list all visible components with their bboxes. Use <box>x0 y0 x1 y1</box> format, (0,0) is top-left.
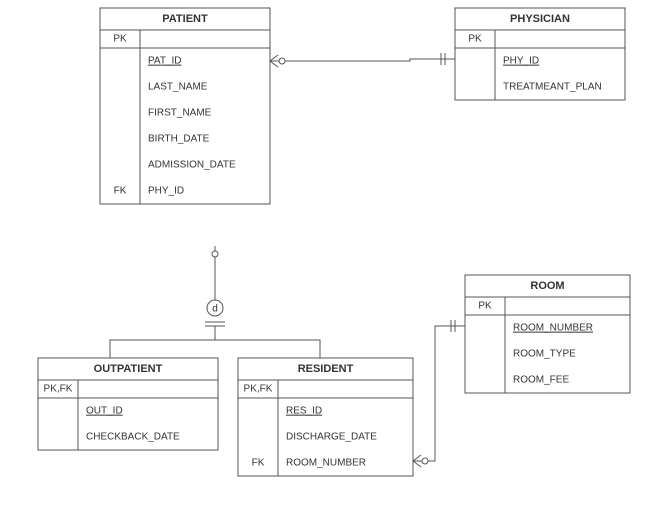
attr-cell: RES_ID <box>286 406 322 417</box>
attr-cell: LAST_NAME <box>148 82 208 93</box>
attr-cell: PHY_ID <box>148 186 184 197</box>
key-cell: FK <box>114 186 127 197</box>
connector-patient-physician <box>270 59 455 61</box>
attr-cell: ROOM_TYPE <box>513 349 576 360</box>
entity-patient: PATIENT PK PAT_ID LAST_NAME FIRST_NAME BIRTH_… <box>100 8 270 204</box>
entity-resident: RESIDENT PK,FK RES_ID DISCHARGE_DATE FK ROOM_… <box>238 358 413 476</box>
attr-cell: PHY_ID <box>503 56 539 67</box>
entity-title: PHYSICIAN <box>510 13 570 25</box>
attr-cell: CHECKBACK_DATE <box>86 432 180 443</box>
entity-room: ROOM PK ROOM_NUMBER ROOM_TYPE ROOM_FEE <box>465 275 630 393</box>
attr-cell: ROOM_NUMBER <box>286 458 366 469</box>
connector-resident-room <box>413 326 465 461</box>
attr-cell: FIRST_NAME <box>148 108 212 119</box>
attr-cell: ROOM_FEE <box>513 375 569 386</box>
key-header: PK,FK <box>244 384 273 395</box>
key-header: PK <box>113 34 127 45</box>
key-cell: FK <box>252 458 265 469</box>
entity-title: RESIDENT <box>298 363 354 375</box>
er-diagram: PATIENT PK PAT_ID LAST_NAME FIRST_NAME BIRTH_… <box>0 0 651 511</box>
attr-cell: BIRTH_DATE <box>148 134 210 145</box>
entity-outpatient: OUTPATIENT PK,FK OUT_ID CHECKBACK_DATE <box>38 358 218 450</box>
attr-cell: ADMISSION_DATE <box>148 160 236 171</box>
key-header: PK <box>468 34 482 45</box>
entity-physician: PHYSICIAN PK PHY_ID TREATMEANT_PLAN <box>455 8 625 100</box>
key-header: PK <box>478 301 492 312</box>
connector-to-resident <box>215 326 320 358</box>
discriminator-label: d <box>212 304 218 315</box>
key-header: PK,FK <box>44 384 73 395</box>
attr-cell: TREATMEANT_PLAN <box>503 82 602 93</box>
connector-to-outpatient <box>110 326 215 358</box>
attr-cell: PAT_ID <box>148 56 182 67</box>
attr-cell: DISCHARGE_DATE <box>286 432 377 443</box>
attr-cell: OUT_ID <box>86 406 123 417</box>
entity-title: OUTPATIENT <box>94 363 163 375</box>
attr-cell: ROOM_NUMBER <box>513 323 593 334</box>
entity-title: PATIENT <box>162 13 208 25</box>
entity-title: ROOM <box>530 280 564 292</box>
